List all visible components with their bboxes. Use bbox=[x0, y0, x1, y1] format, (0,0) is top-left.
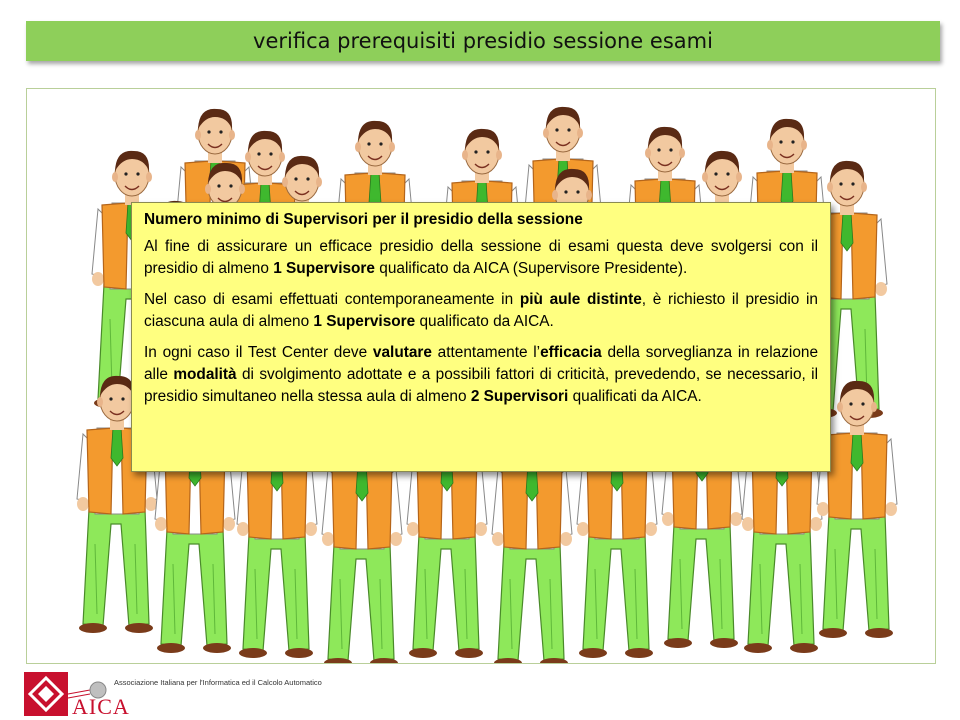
paragraph-3: In ogni caso il Test Center deve valutar… bbox=[144, 344, 819, 405]
slide-title: verifica prerequisiti presidio sessione … bbox=[253, 29, 713, 53]
paragraph-2: Nel caso di esami effettuati contemporan… bbox=[144, 291, 818, 330]
logo-tagline: Associazione Italiana per l'Informatica … bbox=[114, 678, 322, 687]
slide-title-bar: verifica prerequisiti presidio sessione … bbox=[26, 21, 940, 61]
supervisor-requirements-box: Numero minimo di Supervisori per il pres… bbox=[131, 202, 831, 472]
logo-name: AICA bbox=[72, 694, 130, 719]
paragraph-1: Al fine di assicurare un efficace presid… bbox=[144, 238, 818, 277]
box-heading: Numero minimo di Supervisori per il pres… bbox=[144, 211, 583, 228]
aica-logo-icon bbox=[24, 672, 107, 716]
aica-logo: Associazione Italiana per l'Informatica … bbox=[22, 664, 332, 719]
